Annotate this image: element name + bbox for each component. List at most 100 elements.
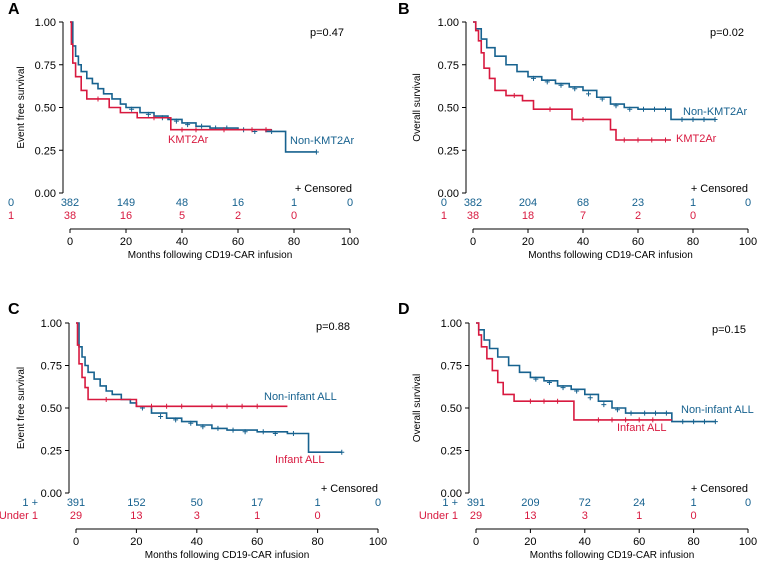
panel-c-y-tick-label: 0.25 — [41, 446, 62, 458]
panel-a-y-tick-label: 1.00 — [35, 17, 56, 29]
panel-a-censored-note: + Censored — [295, 183, 352, 195]
panel-b-series-1-line — [473, 21, 715, 121]
panel-c-y-tick-label: 1.00 — [41, 318, 62, 330]
panel-c-censor-mark — [103, 397, 109, 402]
panel-a-risk-row-label: 1 — [8, 210, 14, 222]
panel-a-censor-mark — [199, 123, 205, 129]
panel-d-risk-value: 391 — [467, 497, 485, 509]
panel-c-censor-mark — [215, 425, 221, 431]
panel-b-y-tick-label: 1.00 — [438, 17, 459, 29]
panel-a-y-tick-label: 0.50 — [35, 103, 56, 115]
panel-b-censor-mark — [544, 79, 550, 85]
panel-a-risk-row-label: 0 — [8, 197, 14, 209]
panel-a-x-tick-label: 40 — [176, 236, 188, 248]
panel-b-censor-mark — [586, 91, 591, 97]
panel-a-series-1-label: Non-KMT2Ar — [290, 135, 355, 147]
panel-a-censor-mark — [249, 127, 255, 133]
panel-d-censored-note: + Censored — [691, 483, 748, 495]
panel-d-risk-value: 1 — [636, 510, 642, 522]
panel-b-x-tick-label: 20 — [522, 236, 534, 248]
panel-a-risk-value: 38 — [64, 210, 76, 222]
panel-b-risk-value: 0 — [745, 197, 751, 209]
panel-b-series-1-label: Non-KMT2Ar — [683, 106, 748, 118]
panel-d-censor-mark — [595, 417, 601, 423]
panel-d-censor-mark — [601, 402, 607, 408]
panel-a-censor-mark — [193, 127, 199, 133]
panel-a-y-label: Event free survival — [16, 66, 27, 148]
panel-a-censor-mark — [179, 127, 185, 133]
panel-a-x-tick-label: 80 — [288, 236, 300, 248]
panel-d-x-label: Months following CD19-CAR infusion — [530, 550, 695, 561]
panel-a-x-label: Months following CD19-CAR infusion — [128, 250, 293, 261]
panel-c-censored-note: + Censored — [321, 483, 378, 495]
panel-b-y-label: Overall survival — [412, 73, 423, 141]
panel-d-censor-mark — [701, 419, 707, 425]
panel-b-risk-value: 38 — [467, 210, 479, 222]
panel-d-censor-mark — [574, 388, 580, 394]
panel-b-risk-value: 68 — [577, 197, 589, 209]
panel-c-censor-mark — [179, 403, 185, 409]
panel-b-censor-mark — [701, 116, 707, 122]
panel-d-x-tick-label: 100 — [739, 536, 757, 548]
panel-a-series-2-line — [70, 21, 272, 131]
panel-b-censor-mark — [641, 106, 646, 112]
panel-a-risk-value: 16 — [232, 197, 244, 209]
panel-c-censor-mark — [339, 449, 345, 455]
panel-c-risk-value: 152 — [127, 497, 145, 509]
panel-c-censor-mark — [242, 429, 248, 435]
panel-b-censor-mark — [663, 137, 668, 143]
panel-a-series-2-label: KMT2Ar — [168, 134, 209, 146]
panel-c-series-2-line — [76, 322, 288, 408]
panel-d-y-tick-label: 0.50 — [441, 403, 462, 415]
panel-c-censor-mark — [209, 403, 215, 409]
panel-d-x-tick-label: 0 — [473, 536, 479, 548]
panel-d-x-tick-label: 40 — [579, 536, 591, 548]
panel-c-x-tick-label: 20 — [130, 536, 142, 548]
panel-a-series-1-line — [70, 21, 317, 153]
panel-d-censor-mark — [527, 398, 533, 404]
panel-a-risk-value: 0 — [291, 210, 297, 222]
panel-d-x-tick-label: 20 — [524, 536, 536, 548]
panel-c-y-tick-label: 0.00 — [41, 488, 62, 500]
panel-a-censor-mark — [145, 111, 151, 117]
panel-c-x-tick-label: 100 — [369, 536, 387, 548]
panel-b-censor-mark — [599, 96, 605, 102]
panel-a-censor-mark — [185, 122, 191, 128]
panel-c-x-tick-label: 80 — [311, 536, 323, 548]
panel-a-risk-value: 149 — [117, 197, 135, 209]
panel-b-risk-value: 382 — [464, 197, 482, 209]
panel-a-x-tick-label: 60 — [232, 236, 244, 248]
panel-b-censor-mark — [580, 116, 586, 122]
panel-a-risk-value: 1 — [291, 197, 297, 209]
panel-d-censor-mark — [628, 410, 634, 416]
panel-d-p-value: p=0.15 — [712, 324, 746, 336]
panel-c-risk-value: 13 — [130, 510, 142, 522]
panel-d-censor-mark — [636, 417, 642, 423]
panel-b-risk-value: 18 — [522, 210, 534, 222]
panel-b-censored-note: + Censored — [691, 183, 748, 195]
panel-b-censor-mark — [663, 106, 668, 112]
panel-c-censor-mark — [200, 424, 206, 430]
panel-c-risk-value: 3 — [194, 510, 200, 522]
panel-d-risk-value: 72 — [579, 497, 591, 509]
panel-a-risk-value: 382 — [61, 197, 79, 209]
panel-b-censor-mark — [572, 86, 578, 92]
panel-d-censor-mark — [691, 419, 697, 425]
panel-d-y-tick-label: 0.00 — [441, 488, 462, 500]
panel-b-censor-mark — [621, 137, 627, 143]
panel-b-x-tick-label: 80 — [687, 236, 699, 248]
panel-d-risk-row-label: Under 1 — [419, 510, 458, 522]
panel-b-letter: B — [398, 1, 410, 18]
panel-b-y-tick-label: 0.75 — [438, 60, 459, 72]
panel-b-censor-mark — [531, 75, 536, 81]
panel-c-risk-value: 29 — [70, 510, 82, 522]
panel-c-censor-mark — [173, 417, 179, 423]
panel-d-censor-mark — [680, 419, 686, 425]
panel-a-risk-value: 2 — [235, 210, 241, 222]
panel-c-censor-mark — [272, 431, 278, 436]
panel-b-x-tick-label: 40 — [577, 236, 589, 248]
panel-b-censor-mark — [679, 116, 685, 122]
panel-a-censor-mark — [221, 127, 227, 133]
panel-b-censor-mark — [690, 116, 696, 122]
panel-d-series-2-label: Infant ALL — [617, 422, 667, 434]
